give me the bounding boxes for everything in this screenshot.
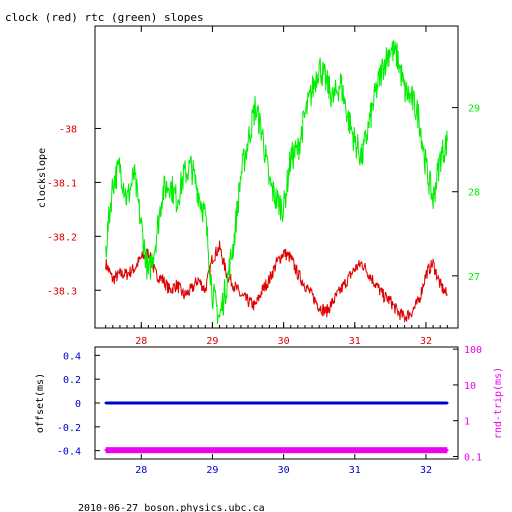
offset-y-tick-label: -0.4	[57, 447, 81, 458]
offset-x-tick-label: 32	[420, 465, 432, 476]
series-point-rnd-trip	[353, 448, 356, 452]
series-point-rnd-trip	[424, 448, 428, 452]
series-point-rnd-trip	[246, 448, 250, 452]
slope-y-axis-label: clockslope	[37, 148, 48, 208]
slope-x-tick-label: 32	[420, 336, 432, 347]
series-point-offset	[104, 401, 107, 405]
series-point-offset	[140, 401, 143, 405]
slope-x-tick-label: 28	[135, 336, 147, 347]
series-point-offset	[353, 401, 356, 405]
series-point-rnd-trip	[104, 448, 107, 452]
offset-y-tick-label: 0.4	[63, 351, 81, 362]
series-point-offset	[318, 401, 321, 405]
series-point-offset	[282, 401, 285, 405]
chart-title: clock (red) rtc (green) slopes	[5, 11, 204, 24]
series-point-offset	[175, 401, 179, 405]
rtc-y-tick-label: 29	[468, 104, 480, 115]
series-point-offset	[211, 401, 214, 405]
offset-x-tick-label: 29	[206, 465, 218, 476]
offset-panel: 28 29 30 31 32 0.4 0.2 0 -0.2 -0.4 100 10 1 0.1 offse…	[35, 345, 504, 476]
slope-y-tick-label: -38	[59, 124, 77, 135]
series-line-rtc	[105, 39, 448, 324]
slope-x-tick-label: 31	[349, 336, 361, 347]
footer-caption: 2010-06-27 boson.physics.ubc.ca	[78, 503, 265, 512]
series-point-rnd-trip	[389, 448, 392, 452]
slope-x-tick-label: 29	[206, 336, 218, 347]
series-point-rnd-trip	[318, 448, 321, 452]
slope-y-tick-label: -38.2	[47, 232, 77, 243]
offset-y-tick-label: 0	[75, 399, 81, 410]
rndtrip-y-tick-label: 100	[464, 345, 482, 356]
slope-y-tick-label: -38.1	[47, 178, 77, 189]
offset-y-axis-label: offset(ms)	[35, 373, 46, 433]
slope-x-tick-label: 30	[278, 336, 290, 347]
rtc-y-tick-label: 28	[468, 188, 480, 199]
rndtrip-y-tick-label: 10	[464, 381, 476, 392]
series-point-rnd-trip	[446, 448, 449, 452]
rndtrip-y-tick-label: 0.1	[464, 452, 482, 463]
series-point-rnd-trip	[140, 448, 143, 452]
slope-y-tick-label: -38.3	[47, 286, 77, 297]
offset-x-tick-label: 30	[278, 465, 290, 476]
series-point-offset	[246, 401, 250, 405]
rndtrip-y-axis-label: rnd-trip(ms)	[493, 367, 504, 439]
series-point-rnd-trip	[211, 448, 214, 452]
offset-x-tick-label: 28	[135, 465, 147, 476]
offset-y-tick-label: -0.2	[57, 423, 81, 434]
series-point-offset	[389, 401, 392, 405]
slope-plot-frame	[94, 25, 459, 329]
series-band-offset	[105, 401, 448, 405]
series-point-offset	[424, 401, 428, 405]
offset-x-tick-label: 31	[349, 465, 361, 476]
series-point-rnd-trip	[282, 448, 285, 452]
slope-panel: 28 29 30 31 32 -38 -38.1 -38.2 -38.3 27 28 29 clock…	[37, 25, 480, 347]
series-line-clock	[105, 240, 448, 323]
series-band-rnd-trip	[105, 447, 448, 454]
rndtrip-y-tick-label: 1	[464, 417, 470, 428]
series-point-offset	[446, 401, 449, 405]
offset-y-tick-label: 0.2	[63, 375, 81, 386]
series-point-rnd-trip	[175, 448, 179, 452]
rtc-y-tick-label: 27	[468, 272, 480, 283]
